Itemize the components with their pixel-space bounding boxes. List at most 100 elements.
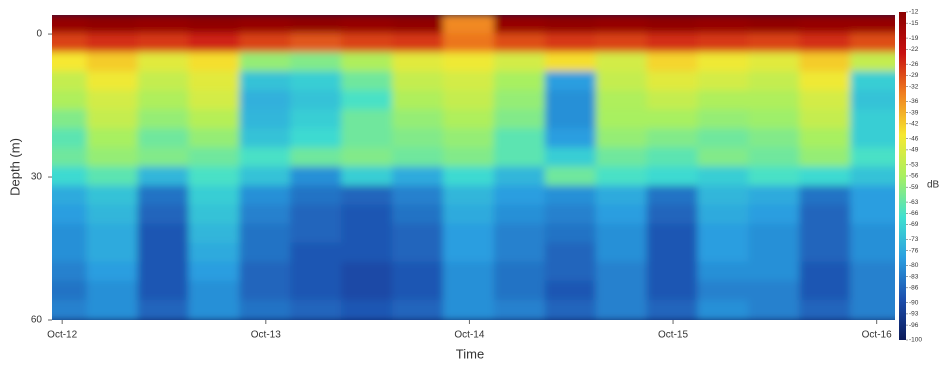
cell: [442, 204, 496, 226]
cell: [239, 223, 293, 245]
y-axis-label: Depth (m): [7, 138, 22, 196]
cell: [850, 33, 895, 55]
cell: [850, 128, 895, 150]
cell: [290, 109, 344, 131]
colorbar-tick-label: -90: [909, 299, 919, 306]
cell: [748, 299, 802, 320]
x-tick-label: Oct-12: [47, 330, 77, 341]
cell: [697, 147, 751, 169]
cell: [442, 90, 496, 112]
cell: [544, 128, 598, 150]
colorbar-tick-label: -83: [909, 273, 919, 280]
cell: [188, 261, 242, 283]
cell: [799, 15, 853, 36]
cell: [239, 204, 293, 226]
cell: [86, 15, 140, 36]
cell: [392, 90, 445, 112]
cell: [52, 33, 89, 55]
cell: [290, 166, 344, 188]
cell: [493, 71, 547, 93]
cell: [850, 299, 895, 320]
cell: [52, 299, 89, 320]
cell: [442, 185, 496, 207]
cell: [52, 109, 89, 131]
cell: [392, 33, 445, 55]
cell: [799, 52, 853, 74]
cell: [137, 15, 191, 36]
cell: [544, 299, 598, 320]
cell: [52, 185, 89, 207]
cell: [188, 166, 242, 188]
cell: [646, 147, 700, 169]
cell: [850, 166, 895, 188]
cell: [290, 15, 344, 36]
cell: [137, 242, 191, 264]
cell: [290, 261, 344, 283]
cell: [595, 52, 649, 74]
cell: [86, 185, 140, 207]
cell: [595, 15, 649, 36]
cell: [493, 261, 547, 283]
cell: [341, 90, 395, 112]
cell: [748, 166, 802, 188]
cell: [646, 223, 700, 245]
cell: [595, 33, 649, 55]
cell: [697, 185, 751, 207]
cell: [341, 280, 395, 302]
cell: [493, 128, 547, 150]
cell: [188, 242, 242, 264]
cell: [290, 185, 344, 207]
cell: [52, 261, 89, 283]
cell: [493, 33, 547, 55]
cell: [290, 280, 344, 302]
cell: [544, 185, 598, 207]
cell: [341, 242, 395, 264]
cell: [442, 261, 496, 283]
cell: [544, 15, 598, 36]
colorbar-tick-label: -93: [909, 311, 919, 318]
cell: [341, 15, 395, 36]
cell: [493, 299, 547, 320]
cell: [442, 33, 496, 55]
cell: [799, 33, 853, 55]
cell: [544, 52, 598, 74]
cell: [341, 109, 395, 131]
cell: [697, 299, 751, 320]
cell: [748, 15, 802, 36]
cell: [442, 128, 496, 150]
x-axis-label: Time: [456, 346, 484, 361]
cell: [290, 128, 344, 150]
cell: [595, 166, 649, 188]
cell: [850, 15, 895, 36]
cell: [799, 109, 853, 131]
cell: [52, 204, 89, 226]
cell: [493, 109, 547, 131]
x-tick-label: Oct-15: [658, 330, 688, 341]
cell: [392, 52, 445, 74]
cell: [239, 242, 293, 264]
cell: [493, 90, 547, 112]
cell: [493, 166, 547, 188]
cell: [799, 147, 853, 169]
x-tick-label: Oct-14: [454, 330, 484, 341]
cell: [748, 204, 802, 226]
cell: [493, 52, 547, 74]
cell: [239, 280, 293, 302]
cell: [493, 280, 547, 302]
colorbar-tick-label: -59: [909, 184, 919, 191]
cell: [850, 261, 895, 283]
cell: [188, 204, 242, 226]
colorbar-tick-label: -56: [909, 173, 919, 180]
colorbar-tick-label: -49: [909, 147, 919, 154]
cell: [442, 280, 496, 302]
cell: [595, 299, 649, 320]
cell: [799, 71, 853, 93]
cell: [697, 242, 751, 264]
cell: [290, 33, 344, 55]
cell: [646, 52, 700, 74]
cell: [239, 109, 293, 131]
cell: [850, 223, 895, 245]
cell: [748, 33, 802, 55]
cell: [595, 90, 649, 112]
